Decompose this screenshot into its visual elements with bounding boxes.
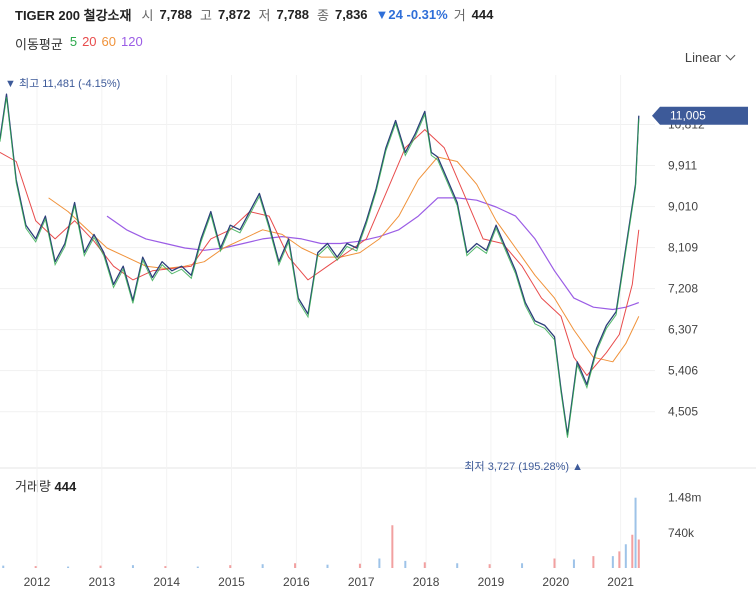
x-tick-label: 2016	[283, 575, 310, 589]
ma-60[interactable]: 60	[101, 34, 117, 49]
x-tick-label: 2021	[607, 575, 634, 589]
x-tick-label: 2019	[478, 575, 505, 589]
volume-bar	[358, 563, 361, 568]
volume-tick-label: 1.48m	[668, 491, 701, 505]
volume-tick-label: 740k	[668, 526, 695, 540]
volume-bar	[2, 565, 5, 568]
volume-bar	[634, 497, 637, 568]
moving-average-legend: 이동평균 5 20 60 120	[15, 34, 143, 53]
volume-bar	[261, 564, 264, 568]
volume-bar	[34, 566, 37, 568]
close-label: 종	[317, 7, 329, 23]
change-value: ▼24 -0.31%	[375, 6, 448, 22]
y-tick-label: 9,911	[668, 159, 697, 173]
volume-bar	[294, 563, 297, 568]
low-label: 저	[258, 7, 271, 23]
last-price-label: 11,005	[670, 109, 706, 123]
volume-bar	[637, 539, 640, 568]
series-line-price	[0, 93, 640, 436]
y-tick-label: 8,109	[668, 241, 698, 255]
y-tick-label: 9,010	[668, 200, 698, 214]
volume-label: 거	[453, 7, 466, 23]
volume-bar	[631, 534, 634, 568]
open-value: 7,788	[159, 6, 192, 22]
x-tick-label: 2014	[153, 575, 180, 589]
volume-bar	[196, 566, 199, 568]
volume-bar	[423, 562, 426, 568]
volume-bar	[456, 563, 459, 568]
y-tick-label: 7,208	[668, 282, 698, 296]
ma-120[interactable]: 120	[121, 34, 143, 49]
x-tick-label: 2017	[348, 575, 375, 589]
ma-5[interactable]: 5	[69, 34, 78, 49]
y-tick-label: 4,505	[668, 405, 698, 419]
volume-panel-value: 444	[54, 479, 77, 494]
ma-label: 이동평균	[15, 37, 63, 52]
volume-bar	[391, 525, 394, 568]
volume-bar	[572, 559, 575, 568]
ma-20[interactable]: 20	[82, 34, 97, 49]
volume-bar	[618, 551, 621, 568]
series-line-ma60	[48, 156, 640, 363]
volume-bar	[67, 566, 70, 568]
series-line-ma5	[0, 97, 640, 438]
volume-panel-label: 거래량	[15, 479, 51, 494]
high-value: 7,872	[217, 6, 251, 22]
volume-bar	[229, 565, 232, 568]
ticker-header: TIGER 200 철강소재 시 7,788 고 7,872 저 7,788 종…	[15, 5, 495, 23]
scale-label: Linear	[684, 50, 721, 65]
x-tick-label: 2018	[413, 575, 440, 589]
high-label: 고	[200, 7, 212, 23]
ticker-name: TIGER 200 철강소재	[15, 7, 132, 23]
volume-bar	[624, 544, 627, 568]
close-value: 7,836	[335, 6, 368, 22]
volume-bar	[611, 556, 614, 568]
volume-bar	[326, 564, 329, 568]
volume-bar	[521, 563, 524, 568]
volume-panel-title: 거래량 444	[15, 476, 76, 495]
volume-bar	[488, 564, 491, 568]
y-tick-label: 5,406	[668, 364, 698, 378]
x-tick-label: 2012	[24, 575, 51, 589]
volume-bar	[99, 565, 102, 568]
low-value: 7,788	[276, 6, 310, 22]
last-price-badge	[652, 106, 748, 125]
max-annotation: ▼ 최고 11,481 (-4.15%)	[5, 77, 120, 90]
volume-bar	[378, 558, 381, 568]
scale-selector[interactable]: Linear	[684, 50, 736, 65]
min-annotation: 최저 3,727 (195.28%) ▲	[464, 460, 583, 473]
volume-value: 444	[471, 6, 494, 22]
x-tick-label: 2015	[218, 575, 245, 589]
y-tick-label: 6,307	[668, 323, 698, 337]
volume-bar	[164, 566, 167, 568]
x-tick-label: 2020	[542, 575, 569, 589]
open-label: 시	[141, 7, 154, 23]
volume-bar	[404, 560, 407, 568]
x-tick-label: 2013	[88, 575, 115, 589]
volume-bar	[553, 558, 556, 568]
series-line-ma120	[106, 197, 640, 311]
volume-bar	[131, 565, 134, 568]
volume-bar	[592, 556, 595, 568]
